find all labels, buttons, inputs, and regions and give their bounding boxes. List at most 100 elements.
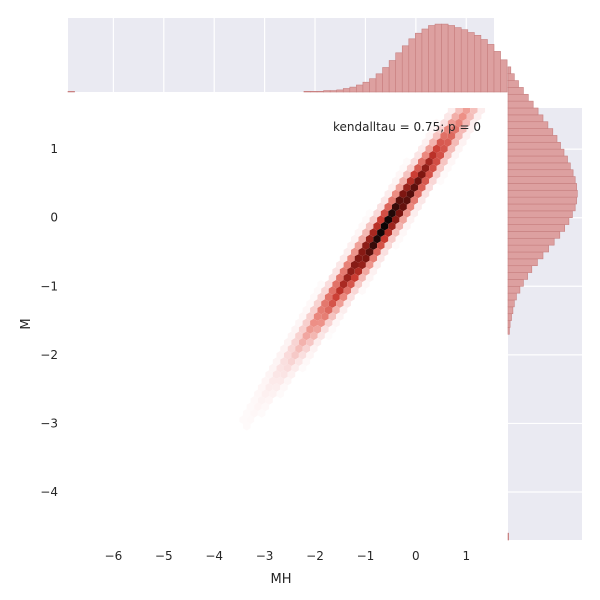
hexbin-cell (432, 144, 441, 154)
hexbin-cell (451, 151, 459, 160)
top-histogram-bar (310, 91, 318, 93)
hexbin-cell (343, 260, 351, 270)
hexbin-cell (392, 241, 400, 250)
hexbin-cell (280, 357, 288, 366)
hexbin-cell (362, 280, 370, 289)
hexbin-cell (332, 292, 340, 302)
y-axis-label: M (19, 318, 34, 329)
hexbin-cell (447, 157, 456, 166)
top-histogram-bar (454, 27, 462, 93)
top-histogram-bar (428, 25, 436, 93)
hexbin-cell (328, 312, 337, 321)
hexbin-cell (298, 350, 307, 360)
hexbin-cell (477, 108, 486, 115)
hexbin-cell (455, 118, 463, 128)
hexbin-cell (347, 254, 355, 263)
hexbin-cell (388, 221, 396, 231)
hexbin-cell (392, 202, 400, 212)
hexbin-cell (377, 254, 385, 263)
hexbin-cell (317, 292, 325, 302)
hexbin-cell (418, 183, 426, 192)
hexbin-cell (444, 112, 452, 121)
hexbin-cell (429, 125, 437, 134)
top-histogram-bar (487, 44, 495, 93)
right-histogram-bar (507, 66, 512, 75)
hexbin-cell (365, 221, 374, 231)
right-histogram-bar (507, 258, 538, 267)
hexbin-cell (328, 325, 337, 334)
hexbin-cell (339, 305, 348, 315)
hexbin-cell (373, 234, 381, 244)
hexbin-cell (280, 370, 288, 379)
hexbin-cell (380, 221, 389, 231)
hexbin-cell (406, 163, 415, 173)
top-histogram-bar (336, 89, 344, 93)
top-histogram-bar (480, 39, 488, 93)
right-histogram-bar (507, 100, 534, 109)
hexbin-cell (257, 383, 266, 392)
hexbin-cell (377, 228, 385, 237)
hexbin-cell (470, 108, 478, 115)
hexbin-cell (313, 286, 322, 295)
right-histogram-bar (507, 285, 521, 294)
hexbin-cell (451, 125, 459, 134)
top-histogram-bar (323, 90, 331, 93)
hexbin-cell (459, 125, 467, 134)
top-histogram-bar (349, 86, 357, 93)
hexbin-cell (317, 305, 325, 315)
hexbin-cell (354, 267, 363, 276)
hexbin-cell (451, 112, 459, 121)
hexbin-cell (395, 234, 404, 244)
hexbin-cell (306, 350, 314, 360)
hexbin-cell (406, 202, 415, 212)
hexbin-cell (298, 338, 307, 347)
hexbin-cell (291, 350, 299, 360)
hexbin-cell (399, 163, 407, 173)
hexbin-cell (377, 202, 385, 212)
top-histogram-bar (467, 32, 475, 93)
hexbin-cell (257, 409, 266, 418)
hexbin-cell (362, 241, 370, 250)
hexbin-cell (343, 299, 351, 308)
y-tick-label: −4 (40, 485, 58, 499)
top-histogram-bar (401, 45, 410, 93)
hexbin-cell (392, 189, 400, 199)
hexbin-cell (467, 99, 474, 108)
hexbin-cell (440, 118, 448, 128)
hexbin-cell (365, 234, 374, 244)
hexbin-cell (313, 325, 322, 334)
hexbin-cell (343, 273, 351, 283)
hexbin-cell (373, 247, 381, 257)
hexbin-cell (332, 280, 340, 289)
hexbin-cell (250, 396, 258, 405)
hexbin-cell (302, 305, 311, 315)
hexbin-cell (452, 99, 459, 108)
x-tick-label: −2 (306, 549, 324, 563)
hexbin-cell (313, 312, 322, 321)
hexbin-cell (399, 228, 407, 237)
hexbin-cell (392, 228, 400, 237)
hexbin-cell (436, 151, 445, 160)
top-histogram-bar (460, 29, 469, 93)
hexbin-cell (343, 286, 351, 295)
hexbin-cell (410, 183, 418, 192)
hexbin-cell (432, 157, 441, 166)
hexbin-cell (358, 286, 366, 295)
hexbin-cell (425, 183, 433, 192)
top-histogram-bar (362, 81, 370, 93)
hexbin-cell (339, 254, 348, 263)
hexbin-cell (444, 151, 452, 160)
hexbin-cell (358, 260, 366, 270)
hexbin-cell (388, 196, 396, 205)
hexbin-cell (406, 176, 415, 186)
hexbin-cell (324, 331, 333, 341)
right-histogram-bar (507, 141, 561, 150)
hexbin-cell (369, 215, 378, 225)
top-histogram-bar (388, 60, 396, 93)
hexbin-cell (298, 325, 307, 334)
hexbin-cell (295, 318, 303, 328)
top-histogram-bar (316, 91, 324, 93)
right-histogram-bar (507, 128, 554, 136)
hexbin-cell (466, 125, 474, 134)
